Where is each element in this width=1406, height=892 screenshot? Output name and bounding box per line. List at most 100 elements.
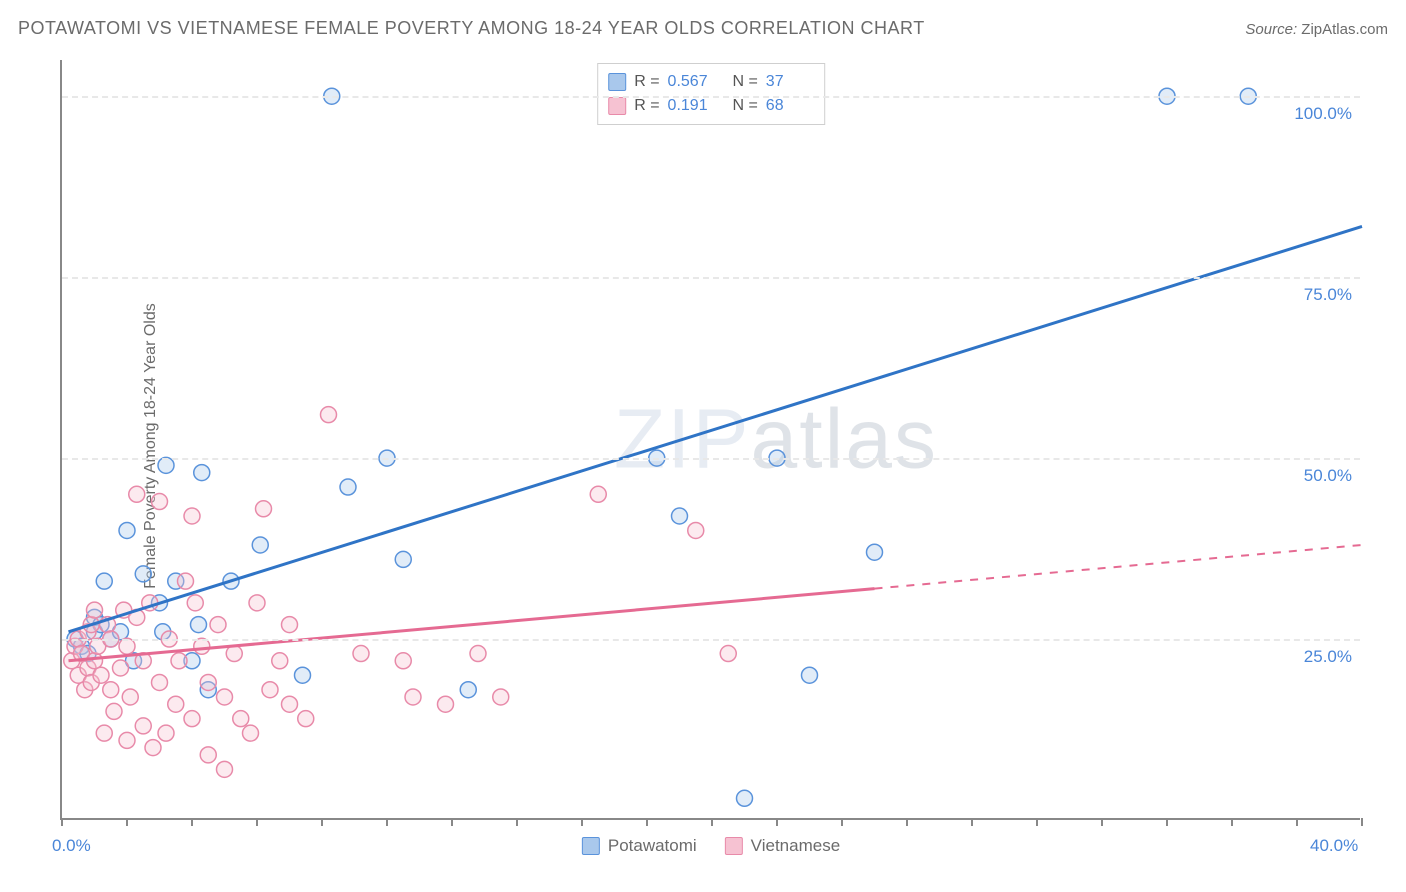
data-point (282, 696, 298, 712)
data-point (395, 653, 411, 669)
gridline (62, 96, 1360, 98)
data-point (405, 689, 421, 705)
data-point (210, 617, 226, 633)
regression-line-dashed (875, 545, 1363, 589)
data-point (145, 740, 161, 756)
x-tick (386, 818, 388, 826)
data-point (152, 674, 168, 690)
data-point (96, 725, 112, 741)
data-point (460, 682, 476, 698)
x-tick (126, 818, 128, 826)
data-point (96, 573, 112, 589)
data-point (252, 537, 268, 553)
plot-area: ZIPatlas R =0.567 N =37R =0.191 N =68 Po… (60, 60, 1360, 820)
data-point (353, 646, 369, 662)
legend-label: Vietnamese (751, 836, 840, 856)
data-point (122, 689, 138, 705)
data-point (256, 501, 272, 517)
x-tick-label: 40.0% (1310, 836, 1358, 856)
data-point (87, 653, 103, 669)
legend-swatch (582, 837, 600, 855)
legend-item: Vietnamese (725, 836, 840, 856)
data-point (119, 522, 135, 538)
r-label: R = (634, 70, 659, 94)
data-point (200, 674, 216, 690)
data-point (152, 494, 168, 510)
data-point (262, 682, 278, 698)
legend-swatch (608, 73, 626, 91)
regression-line (69, 226, 1363, 631)
data-point (720, 646, 736, 662)
x-tick (516, 818, 518, 826)
n-label: N = (724, 70, 758, 94)
data-point (867, 544, 883, 560)
x-tick (841, 818, 843, 826)
x-tick-label: 0.0% (52, 836, 91, 856)
data-point (272, 653, 288, 669)
y-tick-label: 25.0% (1304, 647, 1352, 667)
source-attribution: Source: ZipAtlas.com (1245, 21, 1388, 38)
data-point (103, 682, 119, 698)
stat-legend-row: R = 0.567 N = 37 (608, 70, 814, 94)
data-point (184, 508, 200, 524)
r-value: 0.567 (668, 70, 716, 94)
data-point (187, 595, 203, 611)
data-point (295, 667, 311, 683)
gridline (62, 458, 1360, 460)
data-point (470, 646, 486, 662)
y-tick-label: 100.0% (1294, 104, 1352, 124)
data-point (184, 711, 200, 727)
chart-svg (62, 60, 1360, 818)
data-point (113, 660, 129, 676)
data-point (737, 790, 753, 806)
series-legend: Potawatomi Vietnamese (582, 836, 840, 856)
data-point (200, 747, 216, 763)
legend-item: Potawatomi (582, 836, 697, 856)
x-tick (906, 818, 908, 826)
data-point (321, 407, 337, 423)
n-value: 37 (766, 70, 814, 94)
x-tick (776, 818, 778, 826)
x-tick (1361, 818, 1363, 826)
chart-title: POTAWATOMI VS VIETNAMESE FEMALE POVERTY … (18, 18, 925, 39)
x-tick (1231, 818, 1233, 826)
data-point (233, 711, 249, 727)
x-tick (256, 818, 258, 826)
source-label: Source: (1245, 21, 1297, 38)
legend-swatch (725, 837, 743, 855)
data-point (217, 761, 233, 777)
data-point (168, 696, 184, 712)
data-point (194, 465, 210, 481)
data-point (93, 667, 109, 683)
data-point (493, 689, 509, 705)
x-tick (1166, 818, 1168, 826)
title-bar: POTAWATOMI VS VIETNAMESE FEMALE POVERTY … (18, 18, 1388, 39)
data-point (217, 689, 233, 705)
x-tick (581, 818, 583, 826)
data-point (688, 522, 704, 538)
x-tick (191, 818, 193, 826)
data-point (191, 617, 207, 633)
data-point (135, 718, 151, 734)
data-point (171, 653, 187, 669)
x-tick (646, 818, 648, 826)
data-point (243, 725, 259, 741)
stat-legend: R =0.567 N =37R =0.191 N =68 (597, 63, 825, 125)
data-point (87, 602, 103, 618)
x-tick (451, 818, 453, 826)
data-point (158, 725, 174, 741)
source-value: ZipAtlas.com (1301, 21, 1388, 38)
x-tick (1036, 818, 1038, 826)
gridline (62, 639, 1360, 641)
data-point (106, 703, 122, 719)
data-point (802, 667, 818, 683)
legend-swatch (608, 97, 626, 115)
data-point (340, 479, 356, 495)
y-tick-label: 50.0% (1304, 466, 1352, 486)
x-tick (61, 818, 63, 826)
data-point (590, 486, 606, 502)
data-point (119, 732, 135, 748)
data-point (178, 573, 194, 589)
gridline (62, 277, 1360, 279)
data-point (129, 486, 145, 502)
